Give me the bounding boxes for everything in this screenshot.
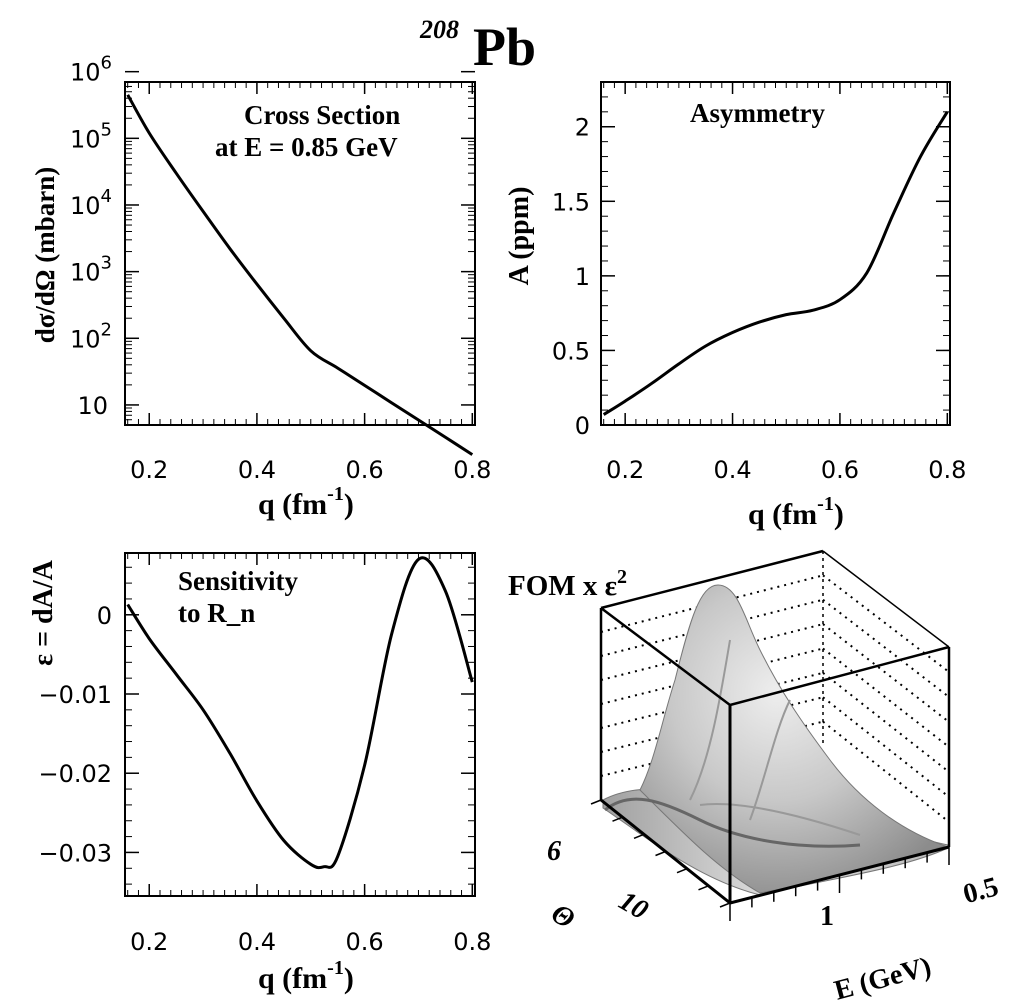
theta-axis-tick bbox=[698, 885, 709, 891]
axis-ticks: 0.2 0.4 0.6 0.8 0 −0.01 −0.02 −0.03 bbox=[38, 553, 491, 956]
grid-line bbox=[822, 696, 950, 798]
x-axis-label: q (fm-1) bbox=[258, 483, 354, 521]
title-superscript: 208 bbox=[419, 15, 459, 44]
figure-title: 208 Pb bbox=[419, 15, 536, 77]
x-tick-label: 0.6 bbox=[346, 456, 384, 484]
grid-line bbox=[600, 598, 824, 657]
theta-tick-10: 10 bbox=[614, 885, 654, 926]
theta-axis-tick bbox=[633, 833, 645, 840]
energy-tick-1: 1 bbox=[820, 901, 834, 932]
asymmetry-curve bbox=[602, 111, 949, 416]
grid-line bbox=[822, 672, 950, 773]
y-tick-label: 105 bbox=[70, 119, 112, 153]
energy-axis-label: E (GeV) bbox=[831, 951, 934, 1005]
cross-section-curve bbox=[126, 94, 474, 456]
asymmetry-panel: 0.2 0.4 0.6 0.800.511.52 Asymmetry A (ppm) … bbox=[504, 81, 966, 531]
theta-axis-tick bbox=[676, 867, 688, 874]
theta-axis-tick bbox=[612, 816, 623, 822]
panel-title: Cross Section bbox=[244, 100, 400, 130]
theta-axis-tick bbox=[590, 799, 602, 805]
title-element: Pb bbox=[473, 17, 536, 77]
plot-frame bbox=[600, 81, 951, 426]
grid-line bbox=[600, 623, 824, 681]
grid-line bbox=[822, 720, 950, 823]
x-axis-label: q (fm-1) bbox=[258, 957, 354, 995]
y-tick-label: 0 bbox=[575, 412, 590, 440]
y-tick-label: 1 bbox=[575, 263, 590, 291]
theta-axis-tick bbox=[719, 902, 731, 908]
x-axis-label: q (fm-1) bbox=[748, 493, 844, 531]
grid-line bbox=[600, 647, 824, 705]
theta-axis-tick bbox=[655, 850, 666, 857]
y-tick-label: 10 bbox=[77, 392, 108, 420]
x-tick-label: 0.2 bbox=[606, 456, 644, 484]
panel-subtitle: to R_n bbox=[178, 598, 255, 628]
theta-tick-6: 6 bbox=[547, 836, 561, 867]
panel-title: Asymmetry bbox=[690, 98, 825, 128]
axis-ticks: 0.2 0.4 0.6 0.8 0 0.5 1 1.5 2 bbox=[552, 81, 966, 484]
x-tick-label: 0.4 bbox=[238, 928, 276, 956]
grid-line bbox=[822, 623, 950, 723]
fom-surface-panel: FOM x ε2 6 10 Θ 0.5 1 E bbox=[508, 549, 1002, 1005]
surface-axis-ticks bbox=[590, 799, 950, 921]
y-tick-label: 1.5 bbox=[552, 188, 590, 216]
x-tick-label: 0.6 bbox=[346, 928, 384, 956]
y-tick-label: 2 bbox=[575, 114, 590, 142]
sensitivity-panel: 0.2 0.4 0.6 0.8 0 −0.01 −0.02 −0.03 Sensitivity… bbox=[28, 552, 491, 995]
y-tick-label: 0 bbox=[97, 602, 112, 630]
x-tick-label: 0.4 bbox=[713, 456, 751, 484]
x-tick-label: 0.2 bbox=[130, 928, 168, 956]
x-tick-label: 0.8 bbox=[928, 456, 966, 484]
panel-title: Sensitivity bbox=[178, 566, 299, 596]
y-axis-label: ε = dA/A bbox=[28, 559, 59, 665]
y-tick-label: 103 bbox=[70, 253, 112, 287]
theta-axis-label: Θ bbox=[546, 898, 580, 936]
energy-tick-0.5: 0.5 bbox=[960, 871, 1002, 910]
grid-line bbox=[600, 671, 824, 729]
y-axis-label: A (ppm) bbox=[504, 187, 535, 286]
surface-title: FOM x ε2 bbox=[508, 566, 627, 602]
panel-subtitle: at E = 0.85 GeV bbox=[215, 132, 398, 162]
cross-section-panel: 0.2 0.4 0.6 0.8 10 102 103 104 105 106 Cross Sect… bbox=[30, 53, 491, 521]
y-tick-label: 104 bbox=[70, 186, 112, 220]
grid-line bbox=[822, 598, 950, 698]
y-axis-label: dσ/dΩ (mbarn) bbox=[30, 167, 60, 344]
x-tick-label: 0.6 bbox=[821, 456, 859, 484]
y-tick-label: −0.02 bbox=[38, 760, 112, 788]
y-tick-label: −0.03 bbox=[38, 839, 112, 867]
y-tick-label: 0.5 bbox=[552, 337, 590, 365]
x-tick-label: 0.8 bbox=[453, 928, 491, 956]
grid-line bbox=[822, 647, 950, 748]
x-tick-label: 0.2 bbox=[130, 456, 168, 484]
axis-ticks: 0.2 0.4 0.6 0.8 10 102 103 104 105 106 bbox=[70, 53, 491, 484]
x-tick-label: 0.8 bbox=[453, 456, 491, 484]
y-tick-label: −0.01 bbox=[38, 681, 112, 709]
y-tick-label: 102 bbox=[70, 319, 112, 353]
x-tick-label: 0.4 bbox=[238, 456, 276, 484]
grid-line bbox=[600, 574, 824, 633]
y-tick-label: 106 bbox=[70, 53, 112, 87]
sensitivity-curve bbox=[126, 556, 474, 870]
grid-line bbox=[822, 574, 950, 673]
